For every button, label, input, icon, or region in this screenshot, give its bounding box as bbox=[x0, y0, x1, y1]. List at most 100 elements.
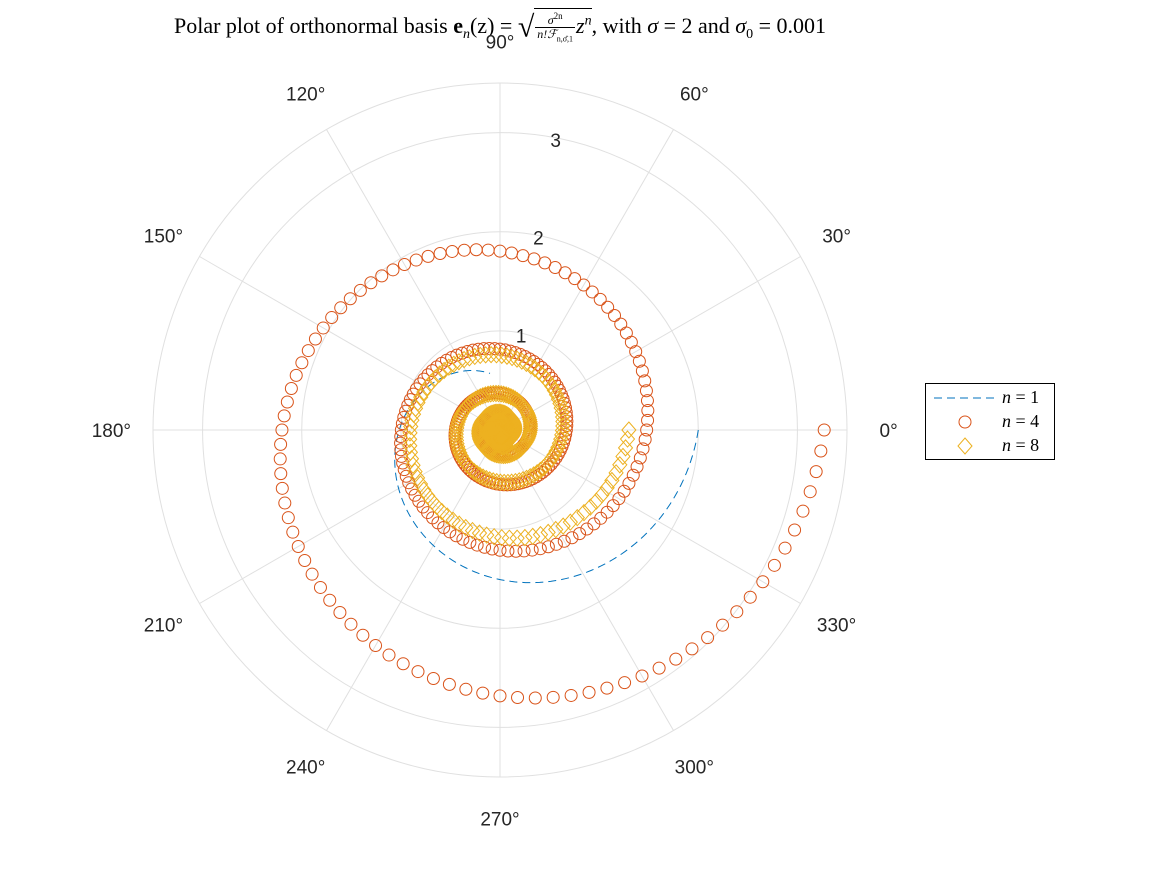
n4-marker bbox=[485, 542, 499, 556]
n4-marker bbox=[532, 468, 546, 482]
n8-marker bbox=[490, 446, 506, 464]
n8-marker bbox=[439, 507, 455, 525]
n4-marker bbox=[470, 538, 484, 552]
n4-marker bbox=[457, 243, 471, 257]
n4-marker bbox=[295, 356, 309, 370]
legend-item-n1: n = 1 bbox=[926, 386, 1056, 408]
n4-marker bbox=[433, 247, 447, 261]
series-n1-line bbox=[394, 370, 699, 584]
n8-marker bbox=[501, 529, 518, 547]
n8-marker bbox=[544, 377, 560, 396]
n8-marker bbox=[514, 352, 530, 370]
n4-marker bbox=[565, 531, 579, 545]
n4-marker bbox=[316, 321, 330, 335]
n4-marker bbox=[619, 326, 633, 340]
n8-marker bbox=[555, 412, 571, 431]
n8-marker bbox=[554, 408, 571, 426]
theta-grid-line bbox=[199, 429, 501, 604]
n8-marker bbox=[472, 388, 489, 406]
n4-marker bbox=[814, 444, 828, 458]
n4-marker bbox=[277, 409, 291, 423]
n4-marker bbox=[284, 382, 298, 396]
n8-marker bbox=[451, 410, 467, 428]
theta-grid-line bbox=[199, 256, 501, 431]
legend-label: n = 1 bbox=[1002, 387, 1040, 407]
n4-marker bbox=[298, 553, 312, 567]
n4-marker bbox=[344, 617, 358, 631]
n4-marker bbox=[558, 266, 572, 280]
legend-label: n = 4 bbox=[1002, 411, 1040, 431]
n4-marker bbox=[528, 691, 542, 705]
n8-marker bbox=[500, 473, 516, 492]
n8-marker bbox=[494, 346, 510, 365]
series-n4-circles bbox=[273, 243, 831, 705]
n8-marker bbox=[521, 425, 538, 444]
n4-marker bbox=[587, 517, 601, 531]
n4-marker bbox=[796, 504, 810, 518]
n8-marker bbox=[527, 359, 543, 378]
n8-marker bbox=[529, 464, 545, 482]
n4-marker bbox=[638, 374, 652, 388]
fraction-numerator: σ bbox=[547, 13, 554, 27]
n8-marker bbox=[488, 346, 505, 364]
n4-marker bbox=[493, 689, 507, 703]
fraction-numerator-sup: 2n bbox=[553, 11, 563, 21]
n4-marker bbox=[640, 394, 654, 408]
n4-marker bbox=[421, 249, 435, 263]
n8-marker bbox=[409, 469, 426, 487]
n4-marker bbox=[456, 532, 470, 546]
n4-marker bbox=[636, 442, 650, 456]
n8-marker bbox=[531, 363, 547, 381]
title-z-sup: n bbox=[584, 13, 592, 29]
n8-marker bbox=[551, 434, 568, 453]
n8-marker bbox=[517, 528, 533, 547]
n4-marker bbox=[582, 685, 596, 699]
n4-marker bbox=[601, 300, 615, 314]
title-fraction: σ2n n!ℱn,σ̂,1 bbox=[535, 10, 576, 45]
n4-marker bbox=[369, 639, 383, 653]
n4-marker bbox=[546, 690, 560, 704]
theta-tick-label: 270° bbox=[480, 810, 519, 831]
n4-marker bbox=[308, 332, 322, 346]
n8-marker bbox=[555, 517, 571, 535]
theta-tick-label: 330° bbox=[817, 615, 856, 636]
n8-marker bbox=[452, 407, 469, 426]
n4-marker bbox=[382, 648, 396, 662]
n8-marker bbox=[604, 471, 620, 490]
n8-marker bbox=[483, 444, 500, 462]
n4-marker bbox=[541, 540, 555, 554]
n4-marker bbox=[568, 272, 582, 286]
n8-marker bbox=[553, 430, 569, 448]
n8-marker bbox=[522, 415, 539, 433]
n4-marker bbox=[527, 252, 541, 266]
n4-marker bbox=[291, 539, 305, 553]
n4-marker bbox=[641, 404, 655, 418]
n8-marker bbox=[504, 348, 520, 367]
n4-marker bbox=[817, 423, 831, 437]
theta-grid-line bbox=[499, 256, 801, 431]
title-e-symbol: e bbox=[453, 12, 463, 38]
n4-marker bbox=[511, 691, 525, 705]
n4-marker bbox=[548, 261, 562, 275]
n8-marker bbox=[483, 345, 499, 364]
n4-marker bbox=[431, 516, 445, 530]
n1-curve bbox=[394, 370, 699, 584]
r-tick-label: 3 bbox=[550, 131, 561, 152]
theta-tick-label: 30° bbox=[822, 227, 851, 248]
n8-marker bbox=[492, 446, 508, 465]
n8-marker bbox=[419, 378, 436, 396]
n4-marker bbox=[593, 292, 607, 306]
n8-marker bbox=[522, 423, 538, 442]
sqrt-body: σ2n n!ℱn,σ̂,1 zn bbox=[534, 8, 592, 45]
title-sigma0: σ bbox=[735, 12, 747, 38]
title-sigma0-sub: 0 bbox=[746, 27, 754, 43]
dashed-line-icon bbox=[934, 397, 994, 399]
n4-marker bbox=[778, 541, 792, 555]
n4-marker bbox=[409, 253, 423, 267]
n8-marker bbox=[548, 442, 564, 460]
n8-marker bbox=[464, 521, 481, 540]
n4-marker bbox=[353, 283, 367, 297]
n8-marker bbox=[546, 446, 562, 464]
theta-tick-label: 300° bbox=[675, 758, 714, 779]
n8-marker bbox=[448, 428, 464, 447]
